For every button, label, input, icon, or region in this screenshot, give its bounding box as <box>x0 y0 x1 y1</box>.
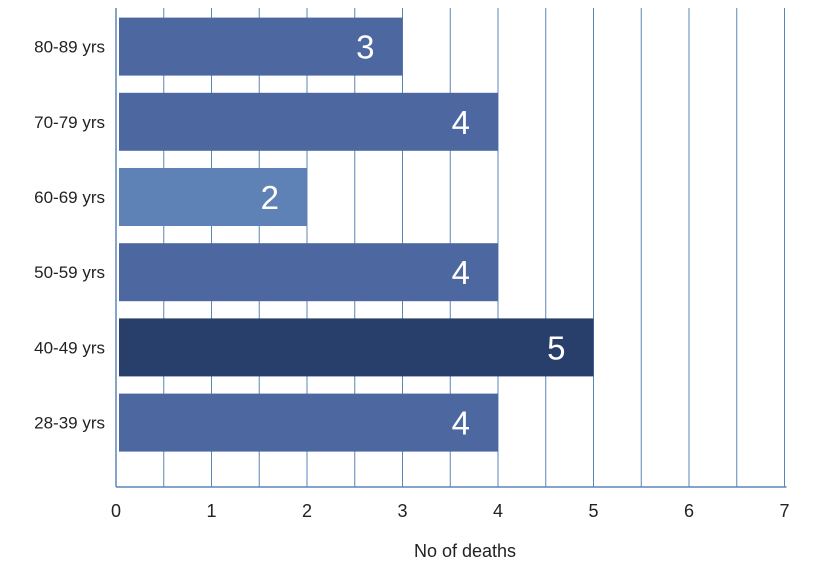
category-label: 80-89 yrs <box>34 38 105 57</box>
category-label: 70-79 yrs <box>34 113 105 132</box>
category-label: 50-59 yrs <box>34 263 105 282</box>
x-tick-label: 6 <box>684 501 694 521</box>
data-label: 5 <box>547 329 565 366</box>
x-axis-title: No of deaths <box>414 541 516 561</box>
x-tick-label: 2 <box>302 501 312 521</box>
bar <box>119 168 307 226</box>
x-tick-label: 5 <box>588 501 598 521</box>
category-label: 28-39 yrs <box>34 414 105 433</box>
bars: 3 4 2 4 5 4 <box>119 17 594 452</box>
axes: 0 1 2 3 4 5 6 7 80-89 yrs 70-79 yrs 60-69 yrs 50-59… <box>34 8 790 521</box>
x-tick-label: 4 <box>493 501 503 521</box>
bar <box>119 92 498 151</box>
data-label: 4 <box>452 405 470 442</box>
x-tick-label: 3 <box>397 501 407 521</box>
x-tick-label: 7 <box>779 501 789 521</box>
bar <box>119 393 498 452</box>
bar <box>119 318 594 377</box>
bar <box>119 243 498 302</box>
x-tick-label: 0 <box>111 501 121 521</box>
data-label: 3 <box>356 29 374 66</box>
category-label: 40-49 yrs <box>34 338 105 357</box>
data-label: 2 <box>261 179 279 216</box>
x-tick-label: 1 <box>206 501 216 521</box>
data-label: 4 <box>452 254 470 291</box>
bar <box>119 17 403 76</box>
data-label: 4 <box>452 104 470 141</box>
category-label: 60-69 yrs <box>34 188 105 207</box>
